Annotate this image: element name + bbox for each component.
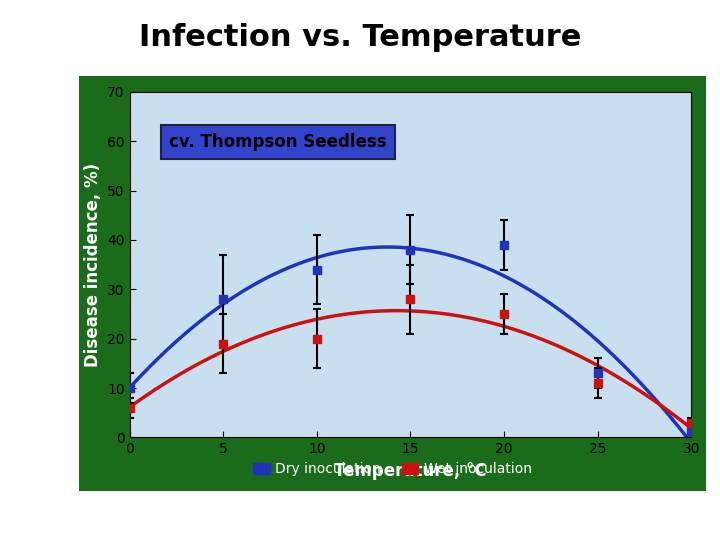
Text: cv. Thompson Seedless: cv. Thompson Seedless bbox=[169, 133, 387, 151]
Y-axis label: Disease incidence, %): Disease incidence, %) bbox=[84, 163, 102, 367]
Legend: Dry inoculation, Wet inoculation: Dry inoculation, Wet inoculation bbox=[248, 457, 537, 482]
X-axis label: Temperature, °C: Temperature, °C bbox=[334, 462, 487, 480]
Text: Infection vs. Temperature: Infection vs. Temperature bbox=[139, 23, 581, 52]
